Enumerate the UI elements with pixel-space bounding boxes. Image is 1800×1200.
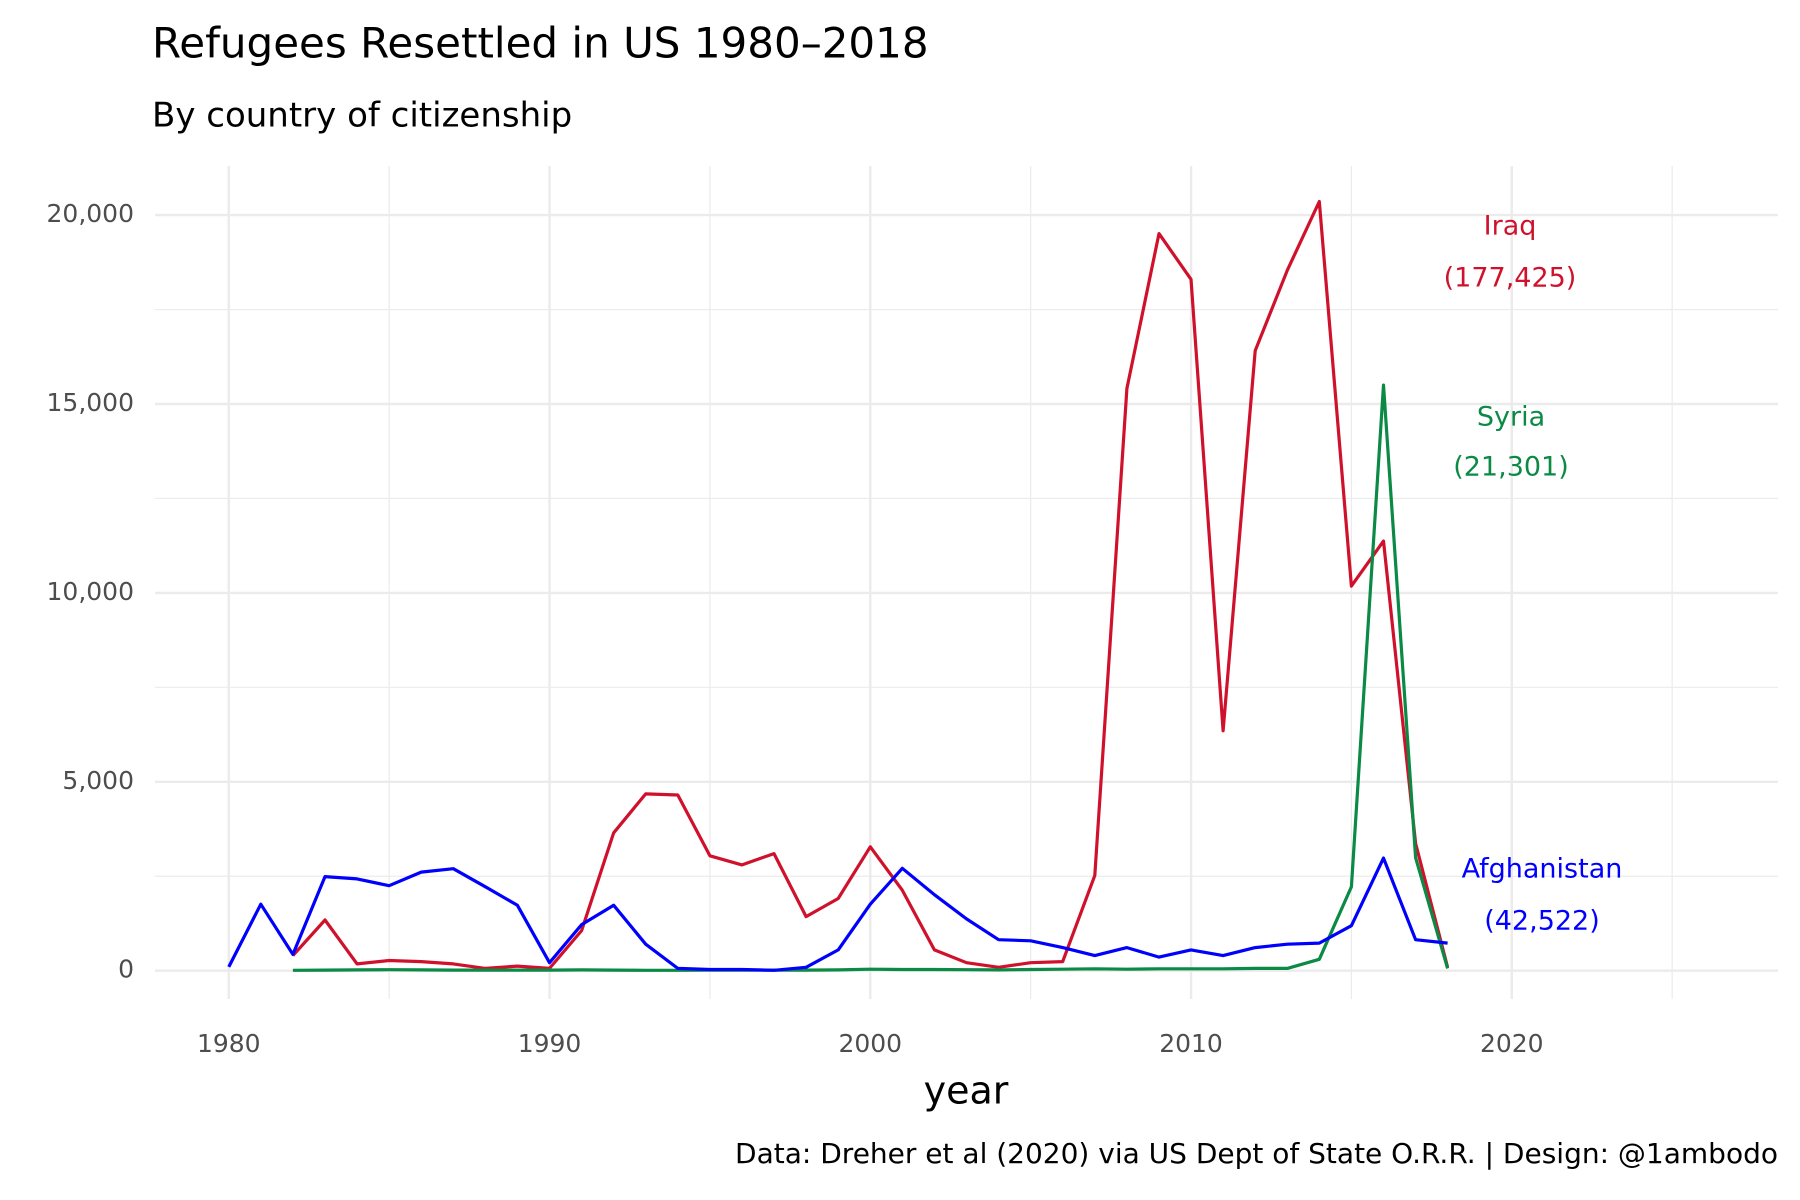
series-total-label: (177,425) [1444, 263, 1577, 294]
x-tick-label: 2010 [1159, 1029, 1223, 1058]
series-label: Syria [1477, 402, 1545, 433]
x-tick-label: 2000 [838, 1029, 902, 1058]
series-line [291, 199, 1450, 970]
chart-title: Refugees Resettled in US 1980–2018 [152, 19, 929, 68]
series-line [227, 856, 1448, 972]
series-total-label: (42,522) [1484, 906, 1600, 937]
series-label: Iraq [1484, 211, 1537, 242]
x-tick-label: 1980 [197, 1029, 261, 1058]
chart-subtitle: By country of citizenship [152, 96, 572, 136]
y-tick-label: 10,000 [47, 577, 134, 606]
y-tick-label: 15,000 [47, 388, 134, 417]
x-tick-label: 1990 [518, 1029, 582, 1058]
caption: Data: Dreher et al (2020) via US Dept of… [735, 1137, 1778, 1170]
x-tick-label: 2020 [1480, 1029, 1544, 1058]
series-label: Afghanistan [1462, 854, 1623, 885]
series-total-label: (21,301) [1453, 452, 1569, 483]
y-tick-label: 20,000 [47, 199, 134, 228]
y-tick-label: 5,000 [62, 766, 134, 795]
x-axis-label: year [924, 1069, 1009, 1113]
series-line [292, 383, 1450, 972]
y-tick-label: 0 [118, 955, 134, 984]
grid [155, 166, 1778, 999]
